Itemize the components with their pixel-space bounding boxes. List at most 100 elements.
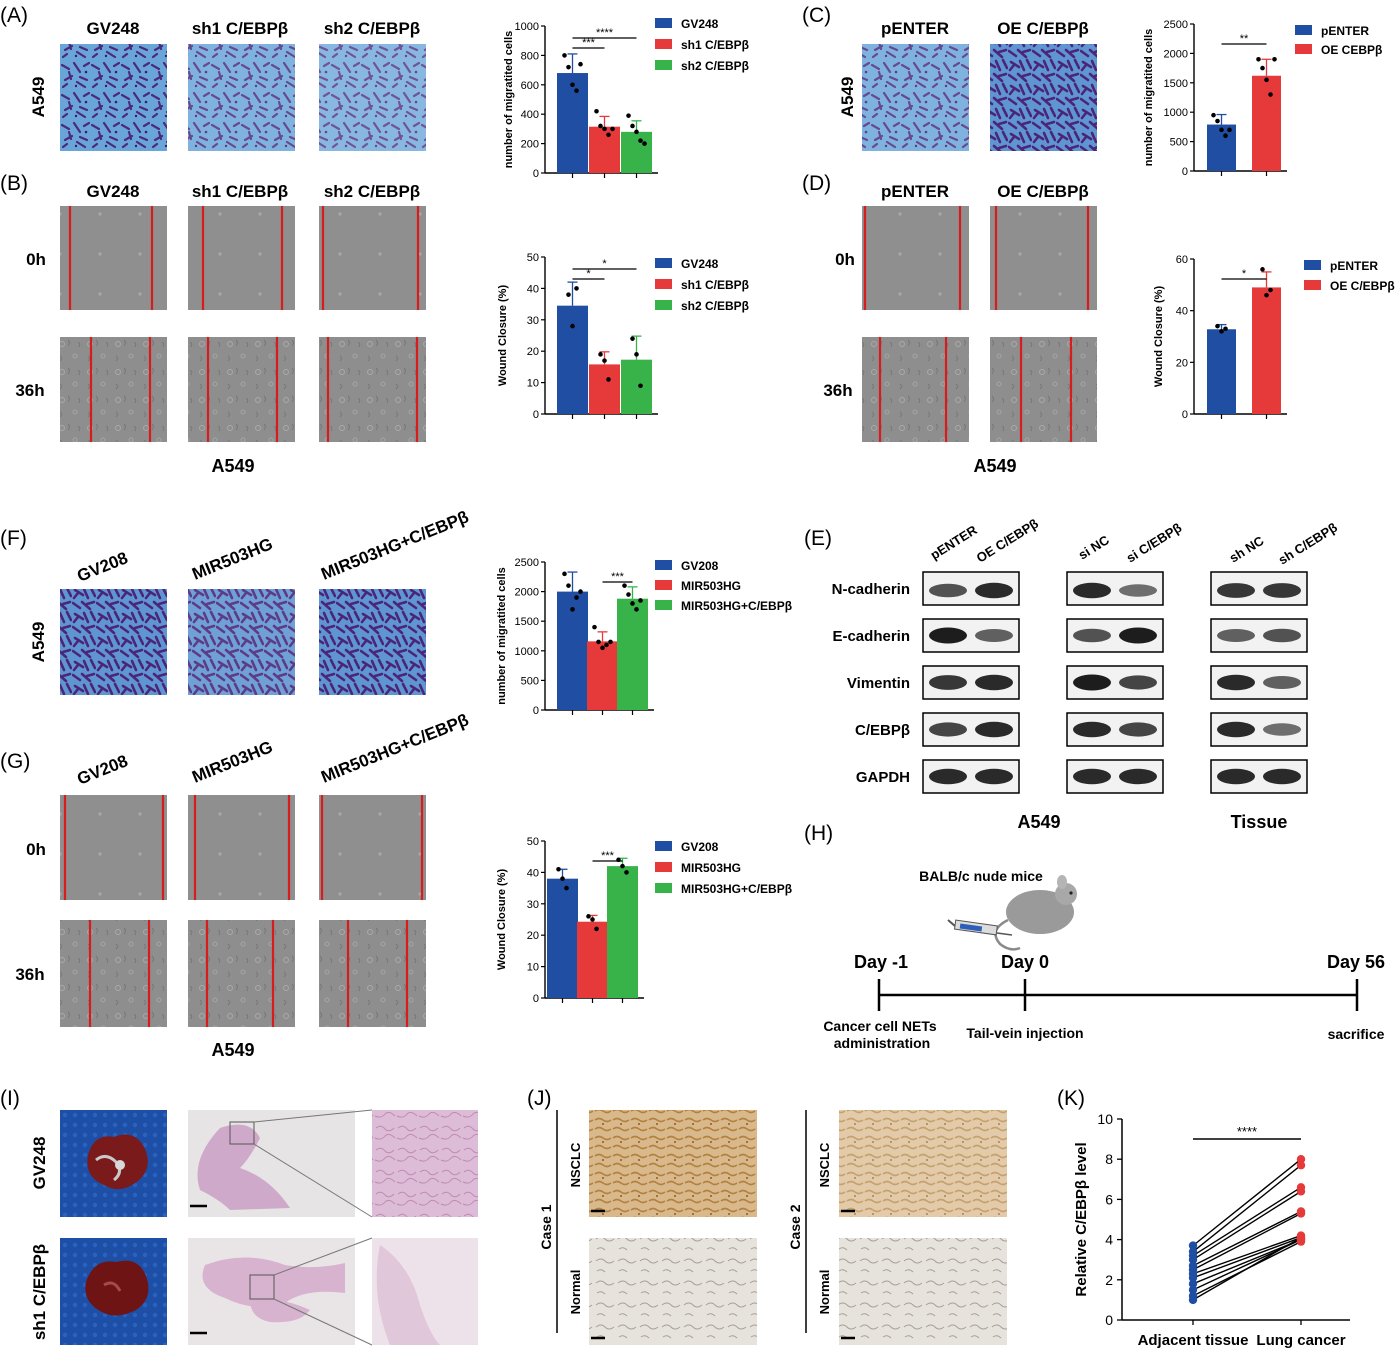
data-point: [578, 589, 583, 594]
lane-label: OE C/EBPβ: [974, 516, 1041, 566]
wound-image: [188, 337, 295, 442]
transwell-image: [60, 589, 167, 695]
bar: [1252, 287, 1281, 414]
panel-c-images: pENTER OE C/EBPβ A549: [838, 19, 1097, 151]
y-tick-label: 10: [1097, 1111, 1113, 1127]
blot-band: [929, 722, 967, 737]
blot-band: [1263, 768, 1301, 785]
legend-label: sh2 C/EBPβ: [681, 59, 749, 73]
data-point-adjacent: [1188, 1273, 1198, 1282]
legend-swatch: [1304, 260, 1321, 270]
bar: [1207, 124, 1236, 171]
significance-label: *: [586, 268, 591, 280]
y-tick-label: 20: [527, 930, 539, 942]
blot-band: [975, 768, 1013, 785]
data-point: [594, 926, 599, 932]
data-point: [586, 914, 591, 919]
y-tick-label: 50: [527, 836, 539, 848]
ihc-row-label: Normal: [817, 1270, 832, 1315]
data-point: [1272, 56, 1277, 62]
data-point: [1223, 133, 1228, 139]
data-point: [574, 595, 579, 600]
blot-band: [1263, 583, 1301, 598]
panel-c-header-1: pENTER: [881, 19, 949, 38]
data-point: [1211, 112, 1216, 118]
legend-label: MIR503HG+C/EBPβ: [681, 599, 792, 613]
data-point: [574, 88, 579, 93]
panel-c-header-2: OE C/EBPβ: [997, 19, 1089, 38]
bar: [607, 866, 638, 998]
data-point: [592, 624, 597, 630]
y-tick-label: 2500: [515, 557, 539, 569]
day-label: Day 0: [1001, 952, 1049, 972]
data-point-adjacent: [1188, 1255, 1198, 1264]
pair-line: [1192, 1164, 1302, 1253]
significance-label: *: [602, 258, 607, 270]
bar: [589, 126, 620, 173]
data-point: [626, 592, 631, 597]
blot-band: [975, 721, 1013, 738]
panel-letter-f: (F): [0, 527, 27, 550]
y-tick-label: 20: [527, 346, 539, 358]
blot-band: [1217, 768, 1255, 785]
legend-swatch: [655, 279, 672, 289]
wound-image: [862, 206, 969, 310]
significance-label: ***: [611, 571, 625, 583]
panel-c-row-label: A549: [838, 77, 857, 118]
panel-b-header-3: sh2 C/EBPβ: [324, 182, 420, 201]
ihc-image: [839, 1110, 1007, 1217]
data-point: [1264, 77, 1269, 83]
protein-label: GAPDH: [856, 769, 910, 786]
legend-swatch: [655, 258, 672, 268]
panel-b-footer: A549: [211, 456, 254, 476]
panel-a-row-label: A549: [29, 77, 48, 118]
chart-f: 0 500 1000 1500 2000 2500 number of migratited…: [496, 557, 792, 717]
legend-swatch: [1304, 280, 1321, 290]
bar: [557, 73, 588, 173]
panel-letter-d: (D): [802, 172, 831, 195]
bar: [617, 598, 648, 710]
data-point: [1219, 329, 1224, 334]
panel-f-row-label: A549: [29, 622, 48, 663]
data-point: [622, 583, 627, 588]
data-point: [560, 876, 565, 881]
wound-image: [319, 795, 426, 900]
protein-label: N-cadherin: [832, 581, 910, 598]
panel-d-header-1: pENTER: [881, 182, 949, 201]
legend-label: sh1 C/EBPβ: [681, 38, 749, 52]
legend-label: GV248: [681, 257, 719, 271]
legend-label: OE CEBPβ: [1321, 43, 1382, 57]
legend-swatch: [655, 39, 672, 49]
panel-a-header-2: sh1 C/EBPβ: [192, 19, 288, 38]
ihc-image: [589, 1238, 757, 1345]
data-point: [596, 639, 601, 645]
data-point: [570, 323, 575, 329]
bar: [547, 878, 578, 998]
zoom-line: [253, 1143, 373, 1218]
blot-band: [1217, 721, 1255, 738]
data-point: [602, 126, 607, 132]
data-point: [1260, 65, 1265, 71]
blot-band: [1217, 629, 1255, 642]
data-point: [556, 866, 561, 872]
y-tick-label: 500: [1170, 137, 1188, 149]
pair-line: [1192, 1158, 1302, 1247]
blot-band: [1073, 721, 1111, 738]
panel-i-row-label: sh1 C/EBPβ: [30, 1244, 49, 1340]
wound-image: [319, 337, 426, 442]
y-axis-label: Wound Closure (%): [496, 869, 508, 971]
panel-j-ihc: Case 1 Case 2 NSCLC Normal NSCLC Normal: [538, 1110, 1007, 1345]
legend-swatch: [655, 600, 672, 610]
blot-band: [1217, 583, 1255, 598]
legend-label: MIR503HG: [681, 861, 741, 875]
panel-letter-j: (J): [527, 1087, 552, 1110]
data-point: [594, 108, 599, 114]
y-tick-label: 1500: [1164, 78, 1188, 90]
data-point: [624, 870, 629, 875]
ihc-row-label: Normal: [568, 1270, 583, 1315]
blot-band: [975, 582, 1013, 599]
y-tick-label: 0: [533, 409, 539, 421]
panel-letter-i: (I): [0, 1087, 20, 1110]
panel-b-header-1: GV248: [87, 182, 140, 201]
data-point: [566, 64, 571, 70]
